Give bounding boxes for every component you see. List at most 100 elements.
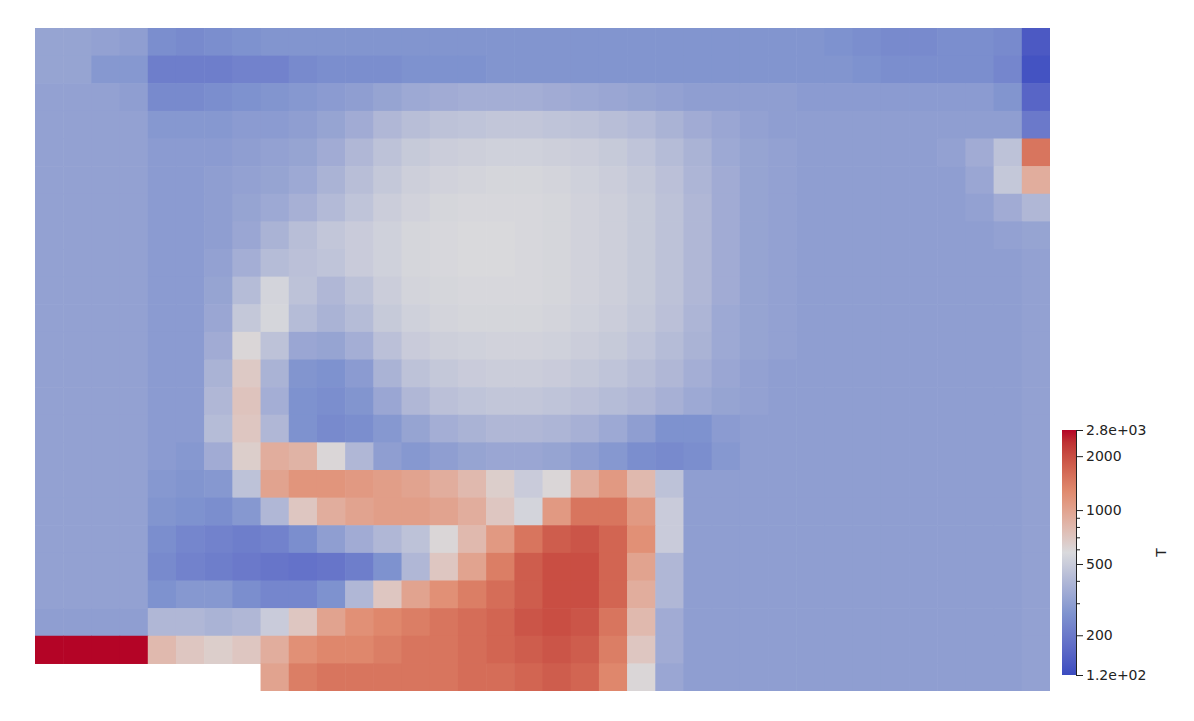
heatmap-cell bbox=[430, 608, 459, 636]
heatmap-cell bbox=[232, 415, 261, 443]
heatmap-cell bbox=[768, 304, 797, 332]
heatmap-cell bbox=[176, 83, 205, 111]
heatmap-cell bbox=[683, 442, 712, 470]
heatmap-cell bbox=[120, 525, 149, 553]
heatmap-cell bbox=[261, 442, 290, 470]
heatmap-cell bbox=[881, 553, 910, 581]
heatmap-cell bbox=[514, 332, 543, 360]
heatmap-cell bbox=[712, 498, 741, 526]
heatmap-cell bbox=[937, 139, 966, 167]
heatmap-cell bbox=[458, 277, 487, 305]
heatmap-cell bbox=[965, 332, 994, 360]
heatmap-cell bbox=[373, 166, 402, 194]
heatmap-cell bbox=[514, 139, 543, 167]
heatmap-cell bbox=[824, 83, 853, 111]
heatmap-cell bbox=[317, 470, 346, 498]
heatmap-cell bbox=[261, 498, 290, 526]
heatmap-cell bbox=[402, 663, 431, 691]
heatmap-cell bbox=[373, 387, 402, 415]
heatmap-cell bbox=[881, 470, 910, 498]
heatmap-cell bbox=[373, 498, 402, 526]
heatmap-cell bbox=[91, 56, 120, 84]
heatmap-cell bbox=[91, 525, 120, 553]
heatmap-cell bbox=[796, 166, 825, 194]
heatmap-cell bbox=[965, 304, 994, 332]
heatmap-cell bbox=[35, 249, 64, 277]
heatmap-cell bbox=[458, 636, 487, 664]
heatmap-cell bbox=[740, 636, 769, 664]
heatmap-cell bbox=[712, 387, 741, 415]
heatmap-cell bbox=[881, 28, 910, 56]
colorbar-minor-tick bbox=[1076, 537, 1080, 538]
heatmap-cell bbox=[824, 663, 853, 691]
heatmap-cell bbox=[514, 525, 543, 553]
heatmap-cell bbox=[430, 304, 459, 332]
heatmap-cell bbox=[345, 249, 374, 277]
heatmap-cell bbox=[599, 470, 628, 498]
heatmap-cell bbox=[627, 194, 656, 222]
heatmap-cell bbox=[543, 28, 572, 56]
heatmap-cell bbox=[430, 111, 459, 139]
heatmap-cell bbox=[514, 581, 543, 609]
heatmap-cell bbox=[655, 332, 684, 360]
heatmap-cell bbox=[148, 442, 177, 470]
heatmap-cell bbox=[937, 498, 966, 526]
colorbar-minor-tick bbox=[1076, 518, 1080, 519]
heatmap-cell bbox=[204, 525, 233, 553]
heatmap-cell bbox=[599, 249, 628, 277]
heatmap-cell bbox=[120, 360, 149, 388]
heatmap-cell bbox=[965, 525, 994, 553]
heatmap-cell bbox=[853, 111, 882, 139]
heatmap-cell bbox=[655, 442, 684, 470]
heatmap-cell bbox=[148, 277, 177, 305]
heatmap-cell bbox=[345, 498, 374, 526]
colorbar-tick: 2.8e+03 bbox=[1076, 422, 1146, 438]
heatmap-cell bbox=[740, 221, 769, 249]
heatmap-cell bbox=[458, 194, 487, 222]
heatmap-cell bbox=[373, 83, 402, 111]
heatmap-cell bbox=[824, 194, 853, 222]
heatmap-cell bbox=[204, 470, 233, 498]
heatmap-cell bbox=[599, 194, 628, 222]
colorbar-tick-mark bbox=[1076, 675, 1083, 676]
heatmap-cell bbox=[486, 553, 515, 581]
heatmap-cell bbox=[91, 387, 120, 415]
heatmap-cell bbox=[430, 470, 459, 498]
heatmap-cell bbox=[120, 415, 149, 443]
heatmap-cell bbox=[994, 111, 1023, 139]
colorbar-minor-ticks bbox=[1076, 518, 1080, 603]
heatmap-cell bbox=[345, 415, 374, 443]
heatmap-cell bbox=[627, 636, 656, 664]
heatmap-cell bbox=[35, 360, 64, 388]
heatmap-cell bbox=[63, 442, 92, 470]
heatmap-cell bbox=[571, 470, 600, 498]
heatmap-cell bbox=[63, 470, 92, 498]
heatmap-cell bbox=[824, 28, 853, 56]
heatmap-cell bbox=[204, 194, 233, 222]
heatmap-cell bbox=[289, 83, 318, 111]
heatmap-cell bbox=[430, 221, 459, 249]
heatmap-cell bbox=[63, 304, 92, 332]
heatmap-cell bbox=[571, 139, 600, 167]
heatmap-cell bbox=[63, 249, 92, 277]
heatmap-cell bbox=[543, 56, 572, 84]
heatmap-cell bbox=[937, 663, 966, 691]
heatmap-cell bbox=[120, 304, 149, 332]
heatmap-cell bbox=[599, 581, 628, 609]
heatmap-cell bbox=[148, 553, 177, 581]
heatmap-cell bbox=[120, 498, 149, 526]
heatmap-cell bbox=[965, 221, 994, 249]
heatmap-cell bbox=[402, 221, 431, 249]
heatmap-cell bbox=[317, 304, 346, 332]
heatmap-cell bbox=[120, 470, 149, 498]
heatmap-cell bbox=[317, 581, 346, 609]
heatmap-cell bbox=[317, 166, 346, 194]
heatmap-cell bbox=[317, 636, 346, 664]
heatmap-cell bbox=[599, 525, 628, 553]
heatmap-cell bbox=[1022, 470, 1050, 498]
heatmap-cell bbox=[824, 221, 853, 249]
heatmap-cell bbox=[712, 581, 741, 609]
heatmap-cell bbox=[571, 304, 600, 332]
heatmap-cell bbox=[599, 166, 628, 194]
heatmap-cell bbox=[148, 56, 177, 84]
